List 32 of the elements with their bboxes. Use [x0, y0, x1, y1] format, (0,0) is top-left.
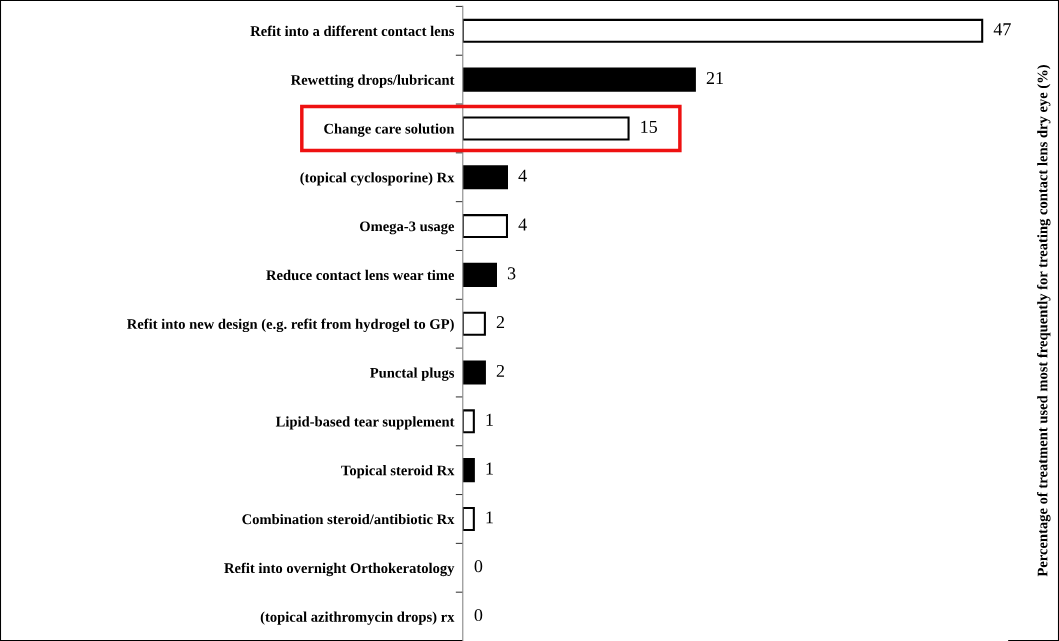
data-label: 21 [706, 72, 723, 84]
y-tick-label: Refit into a different contact lens [250, 25, 455, 37]
bar [462, 165, 509, 190]
data-label: 1 [486, 462, 493, 475]
y-tick-label: Rewetting drops/lubricant [290, 74, 455, 88]
y-tick-label: Omega-3 usage [359, 221, 455, 235]
y-tick-label: Change care solution [324, 123, 455, 137]
y-tick-label: (topical azithromycin drops) rx [260, 611, 455, 625]
data-label: 1 [486, 511, 493, 524]
y-tick-label: Reduce contact lens wear time [266, 269, 455, 281]
y-tick-label: (topical cyclosporine) Rx [300, 172, 455, 186]
data-label: 2 [496, 316, 505, 329]
y-tick-label: Topical steroid Rx [341, 465, 455, 479]
y-tick-label: Punctal plugs [370, 367, 455, 381]
y-tick-label: Combination steroid/antibiotic Rx [242, 513, 455, 525]
data-label: 4 [518, 169, 527, 182]
data-label: 0 [474, 608, 483, 622]
bar [462, 458, 475, 483]
y-axis-title: Percentage of treatment used most frequently for treating contact lens dry eye (%) [1037, 65, 1051, 577]
y-tick-label: Lipid-based tear supplement [275, 416, 455, 430]
data-label: 2 [496, 364, 505, 377]
y-tick-label: Refit into overnight Orthokeratology [224, 562, 455, 577]
data-label: 0 [474, 560, 483, 573]
data-label: 47 [993, 23, 1011, 36]
bar [462, 360, 486, 385]
data-label: 3 [507, 267, 516, 280]
data-label: 15 [641, 120, 658, 133]
data-label: 1 [486, 413, 493, 426]
bar [462, 262, 497, 287]
bar [462, 67, 696, 92]
y-tick-label: Refit into new design (e.g. refit from hydrogel to GP) [127, 318, 454, 333]
data-label: 4 [518, 218, 527, 231]
